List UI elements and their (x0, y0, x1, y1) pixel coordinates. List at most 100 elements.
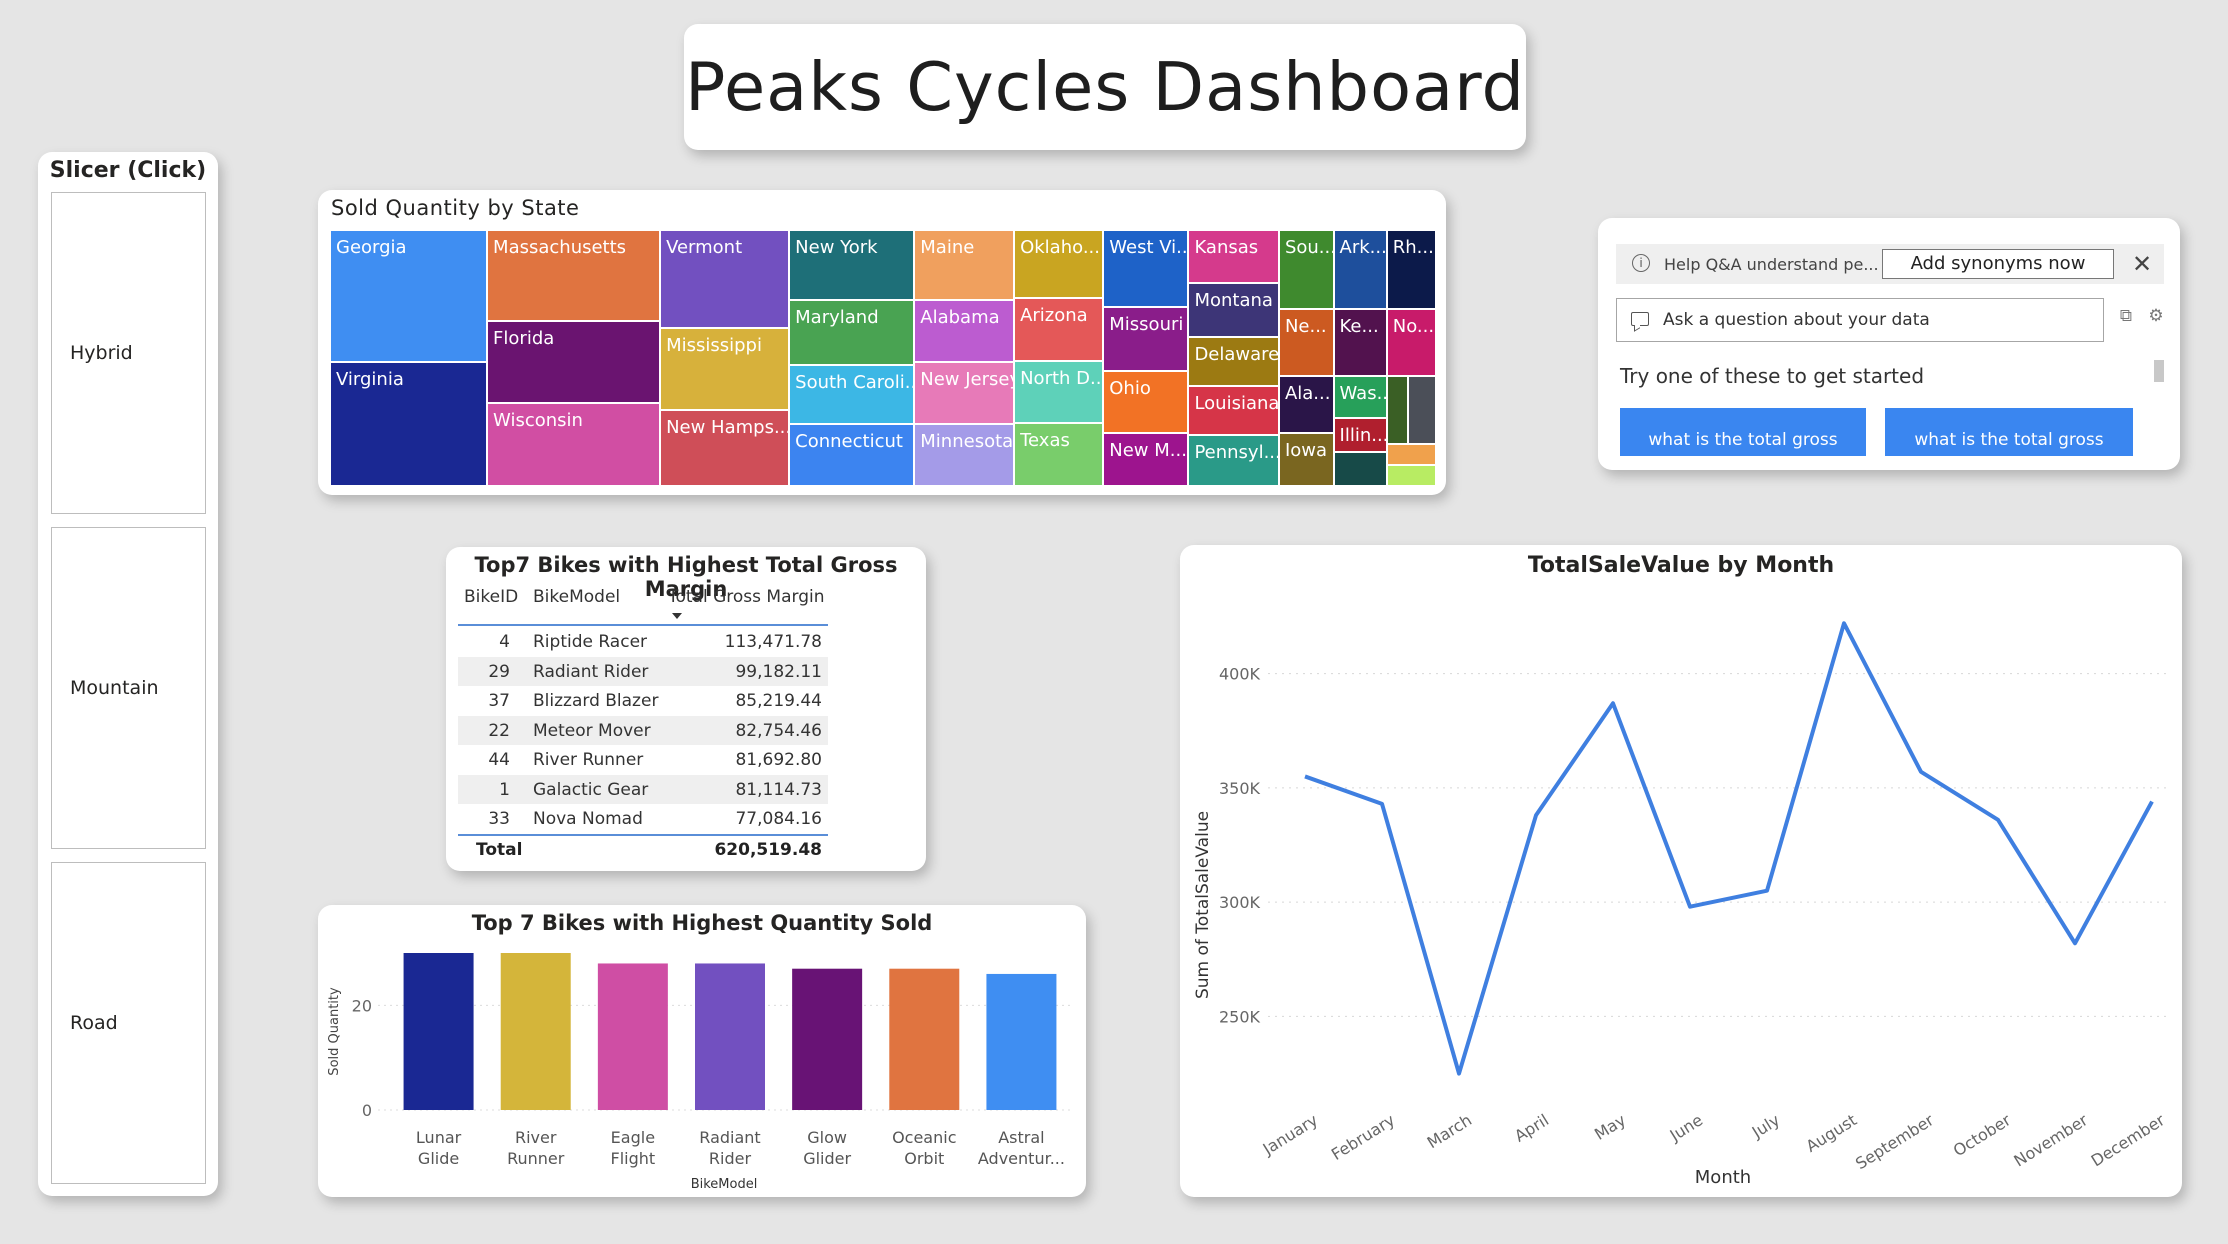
treemap-tile-label: New M... (1109, 439, 1187, 461)
cell-bikemodel: Meteor Mover (533, 720, 651, 741)
treemap-tile[interactable]: Pennsyl... (1188, 435, 1279, 486)
table-row[interactable]: 4 Riptide Racer 113,471.78 (458, 627, 828, 656)
treemap-tile-small[interactable] (1386, 376, 1409, 444)
line-x-tick-label: December (2088, 1110, 2169, 1170)
treemap-tile-small[interactable] (1333, 452, 1387, 486)
treemap-tile[interactable]: Delaware (1188, 336, 1279, 387)
treemap-tile[interactable]: Virginia (330, 362, 488, 486)
bar[interactable] (500, 953, 571, 1110)
treemap-tile-label: Wisconsin (493, 410, 583, 431)
cell-total-gross-margin: 77,084.16 (735, 809, 822, 829)
bar[interactable] (695, 963, 765, 1110)
treemap-tile[interactable]: New Hamps... (660, 410, 790, 486)
bar[interactable] (792, 968, 863, 1110)
treemap-tile[interactable]: Texas (1014, 422, 1104, 486)
treemap-tile-small[interactable] (1386, 443, 1436, 465)
treemap-tile[interactable]: Rh... (1386, 230, 1436, 309)
bar[interactable] (986, 973, 1057, 1110)
treemap-tile[interactable]: Florida (487, 321, 661, 403)
treemap-tile-label: New Hamps... (666, 417, 790, 439)
column-header-bikeid[interactable]: BikeID (464, 587, 519, 607)
treemap-tile[interactable]: West Vi... (1103, 230, 1189, 308)
treemap-tile[interactable]: Montana (1188, 283, 1279, 337)
treemap-tile[interactable]: Ala... (1278, 376, 1334, 433)
add-synonyms-button[interactable]: Add synonyms now (1882, 249, 2114, 279)
qa-question-input[interactable] (1661, 299, 2095, 341)
sort-descending-icon[interactable] (672, 613, 682, 619)
bar[interactable] (403, 953, 474, 1110)
treemap-tile-label: New Jersey (920, 369, 1015, 391)
treemap-tile[interactable]: Maryland (789, 300, 915, 366)
bar[interactable] (597, 963, 668, 1110)
treemap-tile[interactable]: Kansas (1188, 230, 1279, 284)
cell-bikeid: 1 (499, 779, 510, 800)
gross-margin-table-visual: Top7 Bikes with Highest Total Gross Marg… (446, 547, 926, 871)
table-row[interactable]: 44 River Runner 81,692.80 (458, 745, 828, 774)
treemap-tile[interactable]: Maine (914, 230, 1015, 301)
sales-line-series[interactable] (1304, 621, 2154, 1076)
treemap-tile[interactable]: Sou... (1278, 230, 1334, 309)
treemap-tile[interactable]: Oklaho... (1014, 230, 1104, 298)
convert-visual-icon[interactable]: ⧉ (2119, 306, 2133, 326)
qa-question-box[interactable] (1616, 298, 2104, 342)
treemap-tile[interactable]: Was... (1333, 376, 1387, 419)
qa-visual: i Help Q&A understand pe... Add synonyms… (1598, 218, 2180, 470)
treemap-tile-label: New York (795, 237, 878, 258)
bar-x-tick-label: Oceanic (892, 1128, 956, 1147)
table-row[interactable]: 22 Meteor Mover 82,754.46 (458, 715, 828, 745)
treemap-tile[interactable]: Ohio (1103, 370, 1189, 433)
treemap-tile-small[interactable] (1386, 464, 1436, 486)
column-header-bikemodel[interactable]: BikeModel (533, 587, 621, 607)
qa-suggestion-button[interactable]: what is the total gross (1885, 408, 2133, 456)
treemap-tile-label: Alabama (920, 307, 1000, 329)
treemap-tile[interactable]: Ark... (1333, 230, 1387, 309)
treemap-tile[interactable]: Minnesota (914, 424, 1015, 486)
close-icon[interactable]: ✕ (2131, 250, 2153, 278)
treemap-tile[interactable]: Missouri (1103, 307, 1189, 371)
treemap-tile[interactable]: North D... (1014, 360, 1104, 423)
treemap-tile-label: Ohio (1109, 377, 1151, 399)
treemap-tile[interactable]: South Caroli... (789, 365, 915, 425)
treemap-tile[interactable]: Louisiana (1188, 386, 1279, 436)
treemap-visual: Sold Quantity by State Georgia Virginia Ma… (318, 190, 1446, 495)
treemap-tile[interactable]: Ke... (1333, 308, 1387, 377)
treemap-tile[interactable]: No... (1386, 308, 1436, 377)
slicer-item-road[interactable]: Road (51, 862, 206, 1184)
treemap-tile[interactable]: Mississippi (660, 328, 790, 411)
treemap-tile-small[interactable] (1408, 376, 1436, 444)
treemap-tile[interactable]: Georgia (330, 230, 488, 363)
column-header-total-gross-margin[interactable]: Total Gross Margin (668, 587, 825, 607)
treemap-tile[interactable]: Illin... (1333, 418, 1387, 453)
line-y-axis-label: Sum of TotalSaleValue (1193, 811, 1213, 999)
treemap-tile[interactable]: Ne... (1278, 308, 1334, 377)
total-value: 620,519.48 (714, 839, 822, 860)
treemap-tile-label: Texas (1020, 429, 1070, 451)
cell-bikeid: 33 (488, 809, 510, 829)
bar-x-tick-label: Orbit (904, 1149, 944, 1168)
cell-total-gross-margin: 81,114.73 (735, 779, 822, 800)
bar-x-tick-label: Radiant (699, 1128, 760, 1147)
slicer-item-mountain[interactable]: Mountain (51, 527, 206, 849)
qa-scrollbar[interactable] (2154, 360, 2164, 382)
bar[interactable] (889, 968, 960, 1110)
slicer-item-hybrid[interactable]: Hybrid (51, 192, 206, 514)
treemap-tile[interactable]: New York (789, 230, 915, 301)
treemap-tile[interactable]: New M... (1103, 432, 1189, 486)
table-row[interactable]: 37 Blizzard Blazer 85,219.44 (458, 686, 828, 715)
qa-suggestion-button[interactable]: what is the total gross (1620, 408, 1866, 456)
treemap-tile[interactable]: Iowa (1278, 432, 1334, 486)
table-row[interactable]: 1 Galactic Gear 81,114.73 (458, 774, 828, 804)
bar-x-axis-label: BikeModel (691, 1177, 758, 1192)
gear-icon[interactable]: ⚙ (2148, 306, 2164, 326)
table-row[interactable]: 33 Nova Nomad 77,084.16 (458, 804, 828, 833)
treemap-tile[interactable]: Wisconsin (487, 403, 661, 486)
treemap-tile[interactable]: New Jersey (914, 362, 1015, 425)
table-row[interactable]: 29 Radiant Rider 99,182.11 (458, 656, 828, 686)
treemap-tile[interactable]: Connecticut (789, 424, 915, 486)
treemap-tile[interactable]: Massachusetts (487, 230, 661, 322)
treemap-tile[interactable]: Arizona (1014, 297, 1104, 361)
treemap-tile-label: Vermont (666, 237, 743, 258)
treemap-tile[interactable]: Vermont (660, 230, 790, 329)
treemap-tile[interactable]: Alabama (914, 300, 1015, 363)
cell-total-gross-margin: 85,219.44 (735, 691, 822, 711)
